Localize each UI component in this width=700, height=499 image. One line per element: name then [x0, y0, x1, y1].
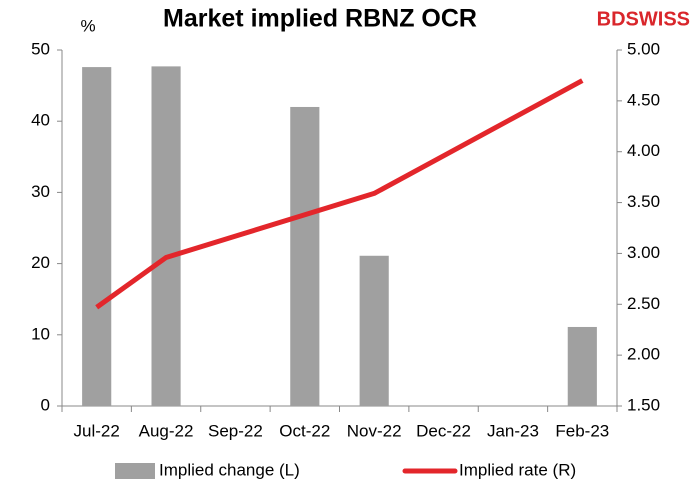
legend-swatch — [115, 463, 155, 479]
y-tick-label: 40 — [31, 111, 50, 130]
y-tick-label: 50 — [31, 39, 50, 58]
y-tick-label: 20 — [31, 253, 50, 272]
y2-tick-label: 2.50 — [627, 294, 660, 313]
bar — [82, 67, 112, 406]
y2-tick-label: 3.00 — [627, 243, 660, 262]
chart-title: Market implied RBNZ OCR — [163, 5, 477, 33]
x-tick-label: Nov-22 — [347, 421, 402, 440]
legend-label: Implied rate (R) — [459, 460, 576, 479]
y2-tick-label: 4.50 — [627, 90, 660, 109]
logo: BDSWISS — [597, 8, 690, 30]
bar — [567, 326, 597, 406]
y2-tick-label: 2.00 — [627, 345, 660, 364]
y-tick-label: 30 — [31, 182, 50, 201]
x-tick-label: Jul-22 — [74, 421, 120, 440]
y-tick-label: 10 — [31, 324, 50, 343]
y2-tick-label: 5.00 — [627, 39, 660, 58]
y-tick-label: 0 — [41, 395, 50, 414]
bar — [359, 255, 389, 406]
x-tick-label: Aug-22 — [139, 421, 194, 440]
y2-tick-label: 1.50 — [627, 395, 660, 414]
legend-label: Implied change (L) — [159, 460, 300, 479]
x-tick-label: Oct-22 — [279, 421, 330, 440]
y2-tick-label: 4.00 — [627, 141, 660, 160]
bar — [151, 66, 181, 406]
x-tick-label: Jan-23 — [487, 421, 539, 440]
y-axis-unit: % — [80, 16, 95, 35]
x-tick-label: Sep-22 — [208, 421, 263, 440]
x-tick-label: Dec-22 — [416, 421, 471, 440]
x-tick-label: Feb-23 — [555, 421, 609, 440]
line — [95, 78, 584, 310]
y2-tick-label: 3.50 — [627, 192, 660, 211]
bar — [290, 106, 320, 407]
